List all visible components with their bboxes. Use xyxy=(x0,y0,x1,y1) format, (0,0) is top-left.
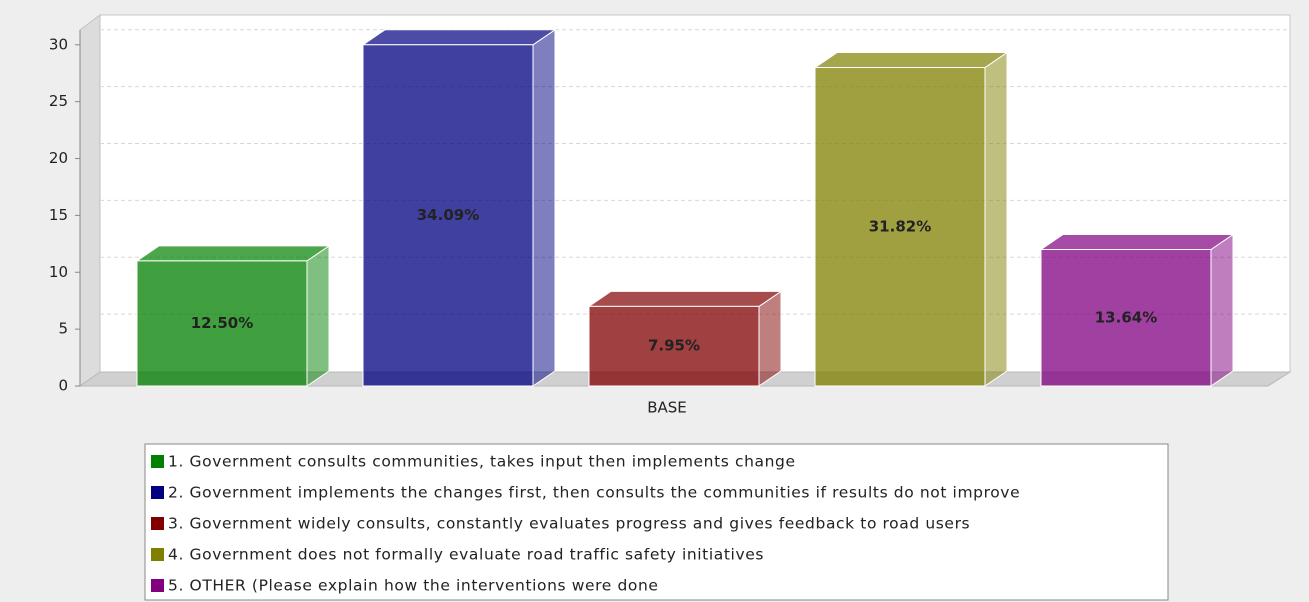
y-tick-label: 15 xyxy=(49,206,68,224)
legend xyxy=(144,443,1169,601)
bar-side xyxy=(758,290,782,387)
bar-top xyxy=(1039,234,1235,251)
value-label: 7.95% xyxy=(648,337,700,355)
left-wall xyxy=(79,14,101,387)
y-tick-label: 10 xyxy=(49,263,68,281)
bar xyxy=(136,260,308,387)
bar-side xyxy=(1210,233,1234,387)
x-axis-label: BASE xyxy=(647,399,687,417)
bar-side xyxy=(984,51,1008,387)
legend-label: 3. Government widely consults, constantl… xyxy=(168,515,970,533)
y-tick-label: 25 xyxy=(49,92,68,110)
legend-label: 4. Government does not formally evaluate… xyxy=(168,546,764,564)
legend-swatch xyxy=(151,517,164,530)
value-label: 31.82% xyxy=(869,217,931,235)
legend-swatch xyxy=(151,579,164,592)
value-label: 12.50% xyxy=(191,314,253,332)
y-tick-label: 30 xyxy=(49,35,68,53)
legend-label: 2. Government implements the changes fir… xyxy=(168,484,1020,502)
y-tick-label: 0 xyxy=(58,377,68,395)
value-label: 34.09% xyxy=(417,206,479,224)
bar-side xyxy=(532,28,556,387)
bar xyxy=(814,67,986,387)
bar xyxy=(362,44,534,387)
legend-label: 1. Government consults communities, take… xyxy=(168,453,796,471)
bar-side xyxy=(306,244,330,387)
legend-swatch xyxy=(151,486,164,499)
bar-top xyxy=(135,245,331,262)
bar-top xyxy=(587,290,783,307)
bar-top xyxy=(361,29,557,46)
legend-label: 5. OTHER (Please explain how the interve… xyxy=(168,577,659,595)
legend-swatch xyxy=(151,455,164,468)
legend-swatch xyxy=(151,548,164,561)
bar xyxy=(588,305,760,387)
value-label: 13.64% xyxy=(1095,308,1157,326)
bar-top xyxy=(813,52,1009,69)
bar xyxy=(1040,249,1212,387)
y-tick-label: 5 xyxy=(58,320,68,338)
y-tick-label: 20 xyxy=(49,149,68,167)
